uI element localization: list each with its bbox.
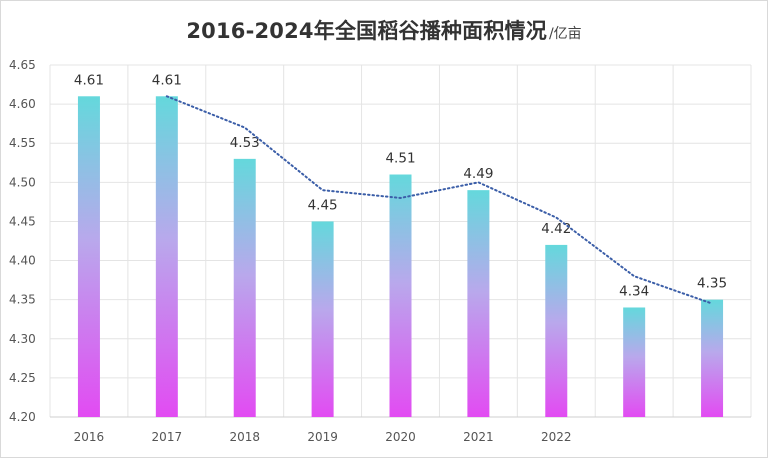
data-label: 4.45	[308, 197, 338, 213]
x-tick-label: 2019	[307, 430, 338, 444]
bar	[701, 299, 724, 417]
bar	[233, 158, 256, 417]
y-tick-label: 4.65	[9, 58, 36, 72]
x-tick-label: 2022	[541, 430, 572, 444]
y-tick-label: 4.20	[9, 410, 36, 424]
bar	[389, 174, 412, 417]
y-tick-label: 4.35	[9, 293, 36, 307]
y-tick-label: 4.45	[9, 214, 36, 228]
data-label: 4.35	[697, 276, 727, 292]
data-label: 4.51	[385, 151, 415, 167]
bar	[545, 244, 568, 417]
x-tick-label: 2017	[152, 430, 183, 444]
x-tick-label: 2020	[385, 430, 416, 444]
data-label: 4.61	[152, 72, 182, 88]
data-label: 4.61	[74, 72, 104, 88]
data-label: 4.42	[541, 221, 571, 237]
trend-line	[165, 95, 714, 305]
bar	[311, 221, 334, 417]
y-tick-label: 4.25	[9, 371, 36, 385]
x-tick-label: 2016	[74, 430, 105, 444]
y-tick-label: 4.60	[9, 97, 36, 111]
x-tick-label: 2018	[229, 430, 260, 444]
chart-title-unit: /亿亩	[548, 26, 582, 42]
chart-title-main: 2016-2024年全国稻谷播种面积情况	[186, 19, 547, 43]
data-label: 4.34	[619, 283, 649, 299]
y-tick-label: 4.50	[9, 175, 36, 189]
bar	[77, 96, 100, 418]
bar	[623, 307, 646, 417]
y-tick-label: 4.30	[9, 332, 36, 346]
y-tick-label: 4.55	[9, 136, 36, 150]
chart-title: 2016-2024年全国稻谷播种面积情况/亿亩	[1, 15, 767, 45]
y-tick-label: 4.40	[9, 254, 36, 268]
data-label: 4.49	[463, 166, 493, 182]
x-tick-label: 2021	[463, 430, 494, 444]
bar	[467, 190, 490, 417]
bar	[155, 96, 178, 418]
data-label: 4.53	[230, 135, 260, 151]
